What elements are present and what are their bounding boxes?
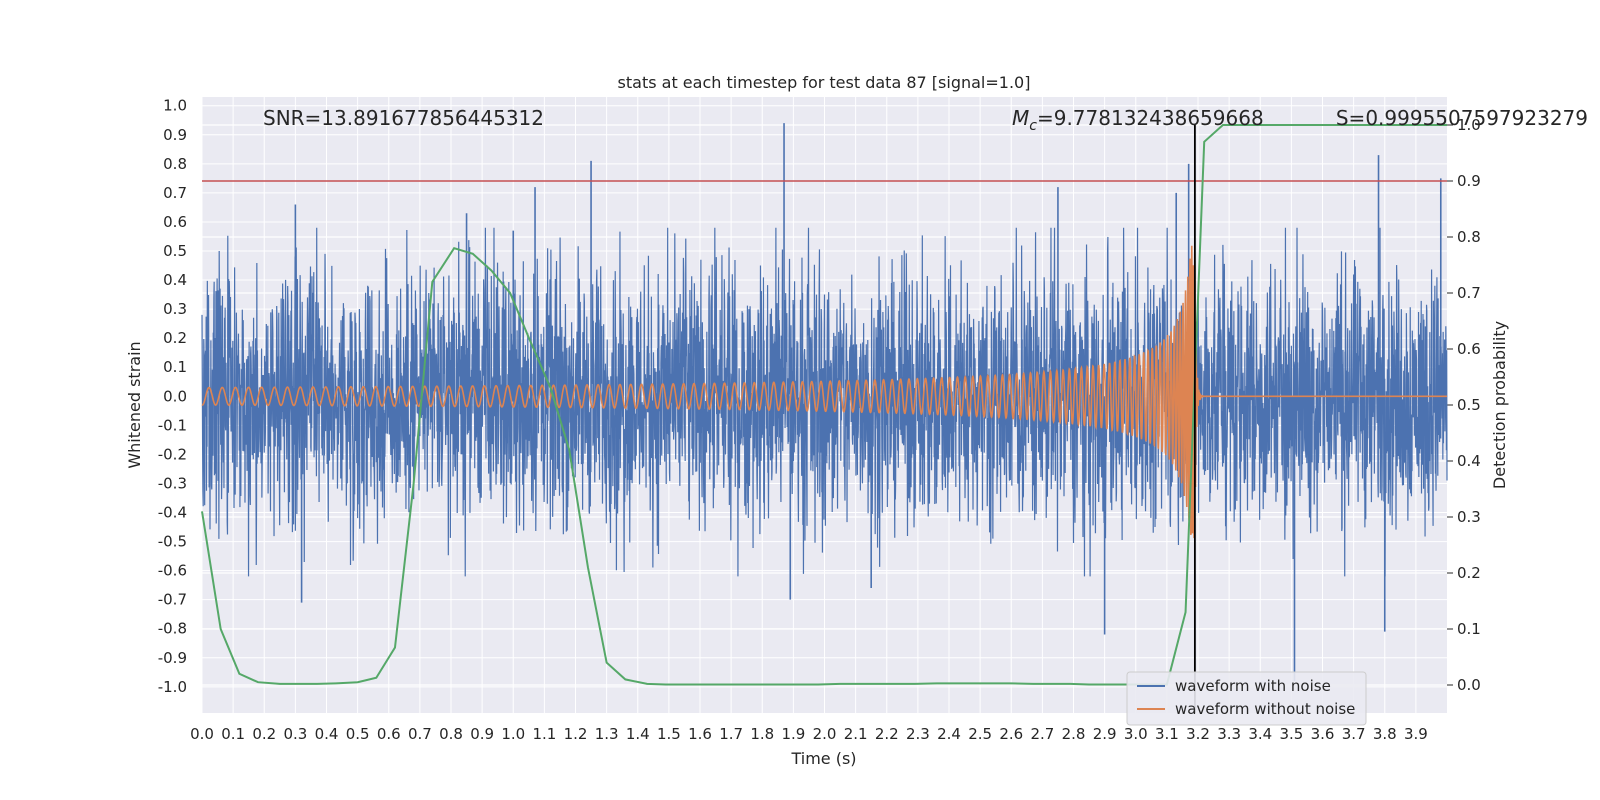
y-tick-label: 0.0	[163, 387, 187, 405]
y-tick-label: 0.6	[163, 213, 187, 231]
x-tick-label: 1.1	[532, 725, 556, 743]
chirp-mass-symbol: M	[1012, 106, 1029, 130]
y-tick-label: 0.2	[163, 329, 187, 347]
x-tick-label: 2.2	[875, 725, 899, 743]
x-tick-label: 2.0	[813, 725, 837, 743]
x-tick-label: 3.1	[1155, 725, 1179, 743]
x-axis-label: Time (s)	[790, 749, 856, 768]
y-tick-label: 0.3	[163, 300, 187, 318]
x-tick-label: 1.8	[750, 725, 774, 743]
x-tick-label: 0.1	[221, 725, 245, 743]
x-tick-labels: 0.0 0.1 0.2 0.3 0.4 0.5 0.6 0.7 0.8 0.9 1.0 1.1 1.2 1…	[190, 725, 1428, 743]
y-tick-label: 0.9	[163, 126, 187, 144]
snr-annotation: SNR=13.891677856445312	[263, 106, 544, 130]
y-tick-label: -0.3	[158, 474, 187, 492]
x-tick-label: 0.6	[377, 725, 401, 743]
y-tick-label: 0.5	[163, 242, 187, 260]
x-tick-label: 0.7	[408, 725, 432, 743]
x-tick-label: 3.5	[1279, 725, 1303, 743]
x-tick-label: 2.3	[906, 725, 930, 743]
y-tick-label: 0.8	[163, 155, 187, 173]
x-tick-label: 0.2	[252, 725, 276, 743]
x-tick-label: 3.4	[1248, 725, 1272, 743]
x-tick-label: 2.5	[968, 725, 992, 743]
x-tick-label: 1.9	[781, 725, 805, 743]
x-tick-label: 1.5	[657, 725, 681, 743]
x-tick-label: 3.2	[1186, 725, 1210, 743]
y-tick-label: -1.0	[158, 678, 187, 696]
y-tick-label: 0.1	[163, 358, 187, 376]
y-right-axis-label: Detection probability	[1490, 321, 1509, 489]
x-tick-label: 1.3	[595, 725, 619, 743]
y-right-tick-label: 0.4	[1457, 452, 1481, 470]
y-right-tick-label: 0.7	[1457, 284, 1481, 302]
x-tick-label: 0.9	[470, 725, 494, 743]
x-tick-label: 1.2	[564, 725, 588, 743]
y-right-tick-label: 0.1	[1457, 620, 1481, 638]
y-tick-label: -0.2	[158, 445, 187, 463]
series-chirp-line	[201, 245, 1447, 539]
y-tick-label: -0.7	[158, 591, 187, 609]
x-tick-label: 0.4	[315, 725, 339, 743]
y-right-tick-label: 0.3	[1457, 508, 1481, 526]
series-area	[201, 123, 1448, 713]
legend-label-clean: waveform without noise	[1175, 700, 1355, 718]
series-noise-line	[201, 227, 1448, 577]
chirp-mass-annotation: Mc=9.778132438659668	[1012, 106, 1264, 134]
x-tick-label: 1.4	[626, 725, 650, 743]
x-tick-label: 3.7	[1342, 725, 1366, 743]
legend: waveform with noise waveform without noi…	[1126, 671, 1367, 726]
chirp-mass-subscript: c	[1029, 118, 1037, 134]
x-tick-label: 2.1	[844, 725, 868, 743]
x-tick-label: 0.0	[190, 725, 214, 743]
x-tick-label: 0.5	[346, 725, 370, 743]
y-tick-label: 0.7	[163, 184, 187, 202]
y-right-tick-labels: 1.0 0.9 0.8 0.7 0.6 0.5 0.4 0.3 0.2 0.1 0.0	[1447, 116, 1481, 694]
x-tick-label: 0.8	[439, 725, 463, 743]
y-tick-label: 0.4	[163, 271, 187, 289]
x-tick-label: 2.4	[937, 725, 961, 743]
y-tick-label: -0.5	[158, 533, 187, 551]
y-right-tick-label: 0.6	[1457, 340, 1481, 358]
x-tick-label: 3.3	[1217, 725, 1241, 743]
x-tick-label: 1.7	[719, 725, 743, 743]
y-tick-label: -0.8	[158, 620, 187, 638]
legend-label-noise: waveform with noise	[1175, 677, 1331, 695]
y-tick-label: -0.1	[158, 416, 187, 434]
s-annotation: S=0.9995507597923279	[1336, 106, 1588, 130]
x-tick-label: 1.6	[688, 725, 712, 743]
x-tick-label: 3.9	[1404, 725, 1428, 743]
x-tick-label: 2.9	[1093, 725, 1117, 743]
x-tick-label: 3.8	[1373, 725, 1397, 743]
series-probability-line	[201, 124, 1447, 686]
y-right-tick-label: 0.5	[1457, 396, 1481, 414]
y-tick-label: -0.9	[158, 649, 187, 667]
y-tick-labels: 1.0 0.9 0.8 0.7 0.6 0.5 0.4 0.3 0.2 0.1 0.0 -0.1 -0.…	[158, 97, 187, 696]
y-tick-label: 1.0	[163, 97, 187, 115]
x-tick-label: 1.0	[501, 725, 525, 743]
y-right-tick-label: 0.8	[1457, 228, 1481, 246]
y-right-tick-label: 0.2	[1457, 564, 1481, 582]
y-tick-label: -0.4	[158, 504, 187, 522]
x-tick-label: 0.3	[283, 725, 307, 743]
chart-title: stats at each timestep for test data 87 …	[618, 73, 1031, 92]
x-tick-label: 2.7	[1030, 725, 1054, 743]
y-axis-label: Whitened strain	[125, 341, 144, 468]
chirp-mass-value: =9.778132438659668	[1037, 106, 1264, 130]
y-right-tick-label: 0.0	[1457, 676, 1481, 694]
x-tick-label: 2.6	[999, 725, 1023, 743]
x-tick-label: 2.8	[1062, 725, 1086, 743]
y-right-tick-label: 0.9	[1457, 172, 1481, 190]
legend-box	[1126, 671, 1367, 726]
y-right-tick-label: 1.0	[1457, 116, 1481, 134]
x-tick-label: 3.6	[1311, 725, 1335, 743]
x-tick-label: 3.0	[1124, 725, 1148, 743]
y-tick-label: -0.6	[158, 562, 187, 580]
